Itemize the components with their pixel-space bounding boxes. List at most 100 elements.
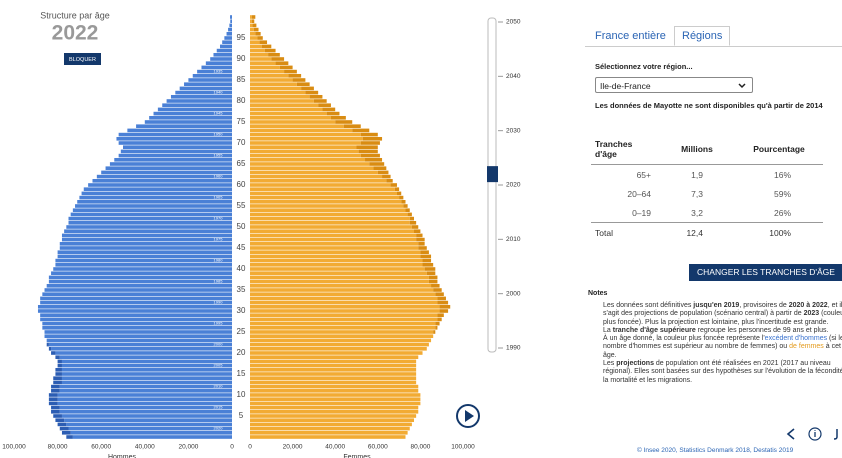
bar-women: [250, 52, 269, 57]
bar-women: [250, 19, 252, 24]
note-text: tranche d'âge supérieure: [612, 326, 696, 334]
bar-men: [61, 367, 233, 372]
bar-men-excess: [55, 355, 60, 360]
play-icon[interactable]: [465, 410, 474, 422]
age-tick-label: 40: [237, 264, 246, 273]
bar-women: [250, 250, 421, 255]
table-cell: 3,2: [691, 207, 703, 218]
bar-women-excess: [284, 69, 297, 74]
bar-men: [44, 288, 232, 292]
bar-women: [250, 283, 432, 288]
birth-year-label: 1950: [214, 132, 224, 137]
bar-women: [250, 69, 285, 74]
lock-button-label[interactable]: BLOQUER: [69, 57, 96, 63]
change-groups-button[interactable]: CHANGER LES TRANCHES D'ÂGE: [689, 264, 842, 281]
bar-men: [57, 254, 232, 259]
bar-men: [144, 120, 232, 124]
bar-women: [250, 397, 421, 402]
table-cell: 1,9: [691, 169, 703, 180]
lock-button[interactable]: [64, 53, 101, 65]
bar-women-excess: [252, 23, 257, 28]
bar-women-excess: [437, 317, 442, 322]
bar-women-excess: [418, 246, 427, 250]
bar-men: [220, 44, 232, 49]
birth-year-label: 1940: [214, 90, 224, 95]
note-text: (si le nombre d'hommes est supérieur au …: [603, 335, 842, 351]
note-text: Les: [603, 360, 617, 368]
bar-men: [64, 418, 232, 423]
tab[interactable]: France entière: [595, 30, 666, 42]
bar-women-excess: [309, 94, 323, 99]
chevron[interactable]: [738, 83, 746, 89]
bar-men: [40, 296, 232, 301]
note-text: , et il s'agit des projections de popula…: [603, 302, 842, 318]
table-cell: 7,3: [691, 188, 703, 199]
timeline-handle[interactable]: [487, 166, 498, 183]
bar-men: [101, 170, 232, 175]
age-tick-label: 90: [237, 54, 246, 63]
bar-men: [61, 380, 233, 385]
bar-men: [118, 153, 232, 158]
note-text: regroupe les personnes de 99 ans et plus…: [695, 326, 829, 334]
bar-women-excess: [426, 271, 436, 276]
bar-women-excess: [405, 208, 410, 213]
region-select[interactable]: Ile-de-France: [595, 77, 753, 93]
bar-women: [250, 44, 262, 49]
note-paragraph: Les données sont définitives jusqu'en 20…: [603, 302, 842, 327]
bar-women: [250, 199, 402, 204]
timeline-tick-label: 2000: [506, 290, 521, 297]
bar-women: [250, 99, 314, 103]
bar-men-excess: [57, 359, 62, 364]
bar-women-excess: [318, 103, 331, 108]
bar-women: [250, 31, 256, 36]
bar-men: [197, 69, 232, 74]
age-tick-label: 30: [237, 306, 246, 315]
bar-women-excess: [407, 212, 412, 217]
birth-year-label: 2010: [214, 384, 224, 389]
share-icon[interactable]: [786, 428, 795, 440]
bar-women-excess: [394, 187, 400, 192]
bar-men: [51, 271, 233, 276]
bar-women: [250, 90, 306, 95]
note-text: 2020 à 2022: [788, 302, 828, 309]
birth-year-label: 1960: [214, 174, 224, 179]
bar-women: [250, 82, 297, 87]
x-tick-label: 100,000: [2, 444, 26, 451]
bar-women: [250, 300, 438, 305]
bar-men: [51, 346, 233, 351]
bar-men-excess: [51, 409, 60, 414]
bar-men: [222, 40, 232, 45]
bar-women: [250, 208, 406, 213]
bar-men: [114, 157, 232, 162]
notes-title: Notes: [588, 290, 608, 297]
tab-active[interactable]: Régions: [674, 26, 731, 46]
bar-women: [250, 15, 252, 19]
bar-women-excess: [416, 237, 425, 242]
bar-women: [250, 288, 434, 292]
bar-women-excess: [362, 136, 383, 141]
age-tick-label: 15: [237, 369, 246, 378]
note-text: 2023: [803, 310, 820, 318]
bar-men: [40, 313, 232, 318]
bar-women: [250, 267, 425, 271]
bar-men: [157, 107, 232, 112]
age-tick-label: 70: [237, 138, 246, 147]
play-button[interactable]: [456, 404, 480, 428]
bar-men: [48, 342, 232, 347]
embed-icon[interactable]: [833, 429, 838, 440]
bar-women-excess: [437, 300, 449, 305]
region-value[interactable]: Ile-de-France: [600, 81, 651, 91]
bar-women: [250, 40, 260, 45]
bar-women-excess: [360, 132, 378, 137]
bar-women-excess: [288, 73, 302, 78]
bar-men: [123, 145, 232, 150]
bar-women-excess: [414, 229, 421, 234]
age-tick-label: 55: [237, 201, 246, 210]
info-icon[interactable]: [808, 427, 822, 441]
bar-men-excess: [57, 422, 67, 427]
bar-men: [59, 405, 232, 410]
birth-year-label: 2020: [214, 426, 224, 431]
x-tick-label: 20,000: [283, 444, 303, 451]
birth-year-label: 2005: [214, 363, 224, 368]
bar-women: [250, 174, 383, 179]
